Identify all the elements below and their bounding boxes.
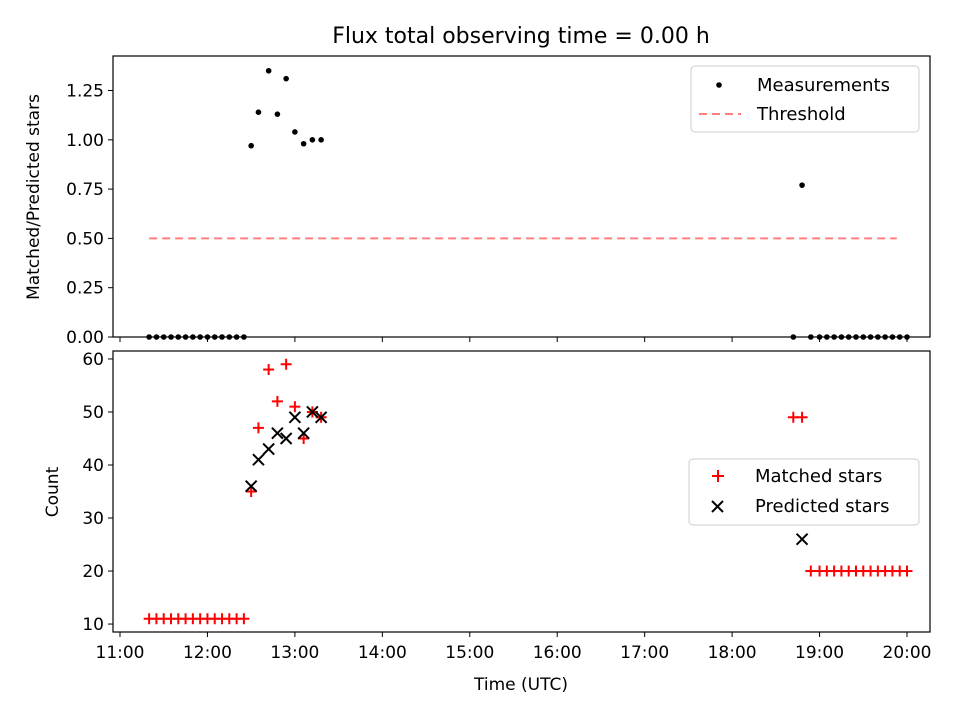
measurement-point [265, 67, 272, 74]
bottom-plot-area [143, 358, 913, 625]
matched-star-point [271, 395, 283, 407]
top-y-tick-label: 0.50 [66, 229, 104, 249]
legend-predicted-label: Predicted stars [755, 496, 889, 517]
matched-star-point [289, 401, 301, 413]
matched-star-point [796, 411, 808, 423]
legend-threshold-label: Threshold [756, 104, 846, 125]
predicted-star-point [795, 533, 809, 546]
top-axes-frame [112, 55, 931, 338]
top-y-tick-label: 1.25 [66, 82, 104, 102]
measurement-point [318, 137, 324, 143]
bottom-y-axis-label: Count [43, 466, 63, 517]
x-tick-label: 15:00 [445, 643, 494, 663]
x-tick-label: 12:00 [183, 643, 232, 663]
bottom-legend: Matched stars Predicted stars [688, 458, 920, 526]
bottom-y-tick-label: 30 [82, 509, 104, 529]
predicted-star-point [297, 426, 310, 440]
measurement-point [274, 111, 281, 117]
bottom-ticks: 11:00 12:00 13:00 14:00 15:00 16:00 17:00 18:00… [82, 350, 931, 663]
matched-star-point [298, 432, 310, 444]
legend-matched-label: Matched stars [755, 466, 882, 487]
measurement-point [283, 75, 289, 82]
bottom-y-tick-label: 40 [82, 456, 104, 476]
top-y-tick-label: 0.25 [66, 279, 104, 299]
legend-predicted-marker [711, 500, 724, 513]
measurement-point [309, 137, 316, 143]
matched-star-point [263, 364, 275, 376]
x-tick-label: 16:00 [533, 643, 582, 663]
top-y-tick-label: 1.00 [66, 131, 104, 151]
top-y-tick-label: 0.75 [66, 180, 104, 200]
predicted-star-point [279, 432, 293, 445]
measurement-point [300, 140, 307, 147]
chart-title: Flux total observing time = 0.00 h [332, 24, 710, 49]
predicted-star-point [244, 479, 258, 493]
predicted-star-point [314, 411, 328, 424]
predicted-star-point [271, 426, 284, 440]
predicted-star-point [306, 405, 319, 419]
bottom-y-tick-label: 50 [82, 403, 104, 423]
bottom-y-tick-label: 60 [82, 350, 104, 370]
measurement-point [292, 129, 298, 135]
matched-star-point [238, 613, 250, 625]
matched-star-point [280, 358, 292, 370]
legend-measurements-label: Measurements [757, 75, 890, 96]
bottom-axes-frame [112, 350, 931, 633]
predicted-star-point [262, 442, 275, 456]
bottom-y-tick-label: 20 [82, 562, 104, 582]
predicted-star-point [288, 411, 302, 424]
x-tick-label: 13:00 [270, 643, 319, 663]
x-tick-label: 17:00 [620, 643, 669, 663]
measurement-point [799, 182, 805, 188]
x-tick-label: 11:00 [96, 643, 145, 663]
top-ticks: 0.00 0.25 0.50 0.75 1.00 1.25 [66, 82, 908, 348]
matched-star-point [245, 486, 257, 497]
bottom-y-tick-label: 10 [82, 615, 104, 635]
matched-star-point [252, 422, 264, 434]
top-legend: Measurements Threshold [690, 65, 920, 133]
predicted-star-point [252, 453, 265, 466]
legend-measurements-marker [716, 82, 722, 88]
x-tick-label: 20:00 [883, 643, 932, 663]
measurement-point [248, 142, 254, 149]
matched-star-point [901, 565, 913, 577]
top-panel: 0.00 0.25 0.50 0.75 1.00 1.25 Matched/Predict… [24, 55, 931, 348]
x-tick-label: 19:00 [795, 643, 844, 663]
legend-matched-marker [712, 470, 724, 482]
x-tick-label: 18:00 [708, 643, 757, 663]
bottom-panel: 11:00 12:00 13:00 14:00 15:00 16:00 17:00 18:00… [43, 350, 932, 695]
top-y-tick-label: 0.00 [66, 328, 104, 348]
x-axis-label: Time (UTC) [473, 675, 568, 695]
top-y-axis-label: Matched/Predicted stars [24, 94, 44, 300]
x-tick-label: 14:00 [358, 643, 407, 663]
measurement-point [255, 109, 262, 115]
